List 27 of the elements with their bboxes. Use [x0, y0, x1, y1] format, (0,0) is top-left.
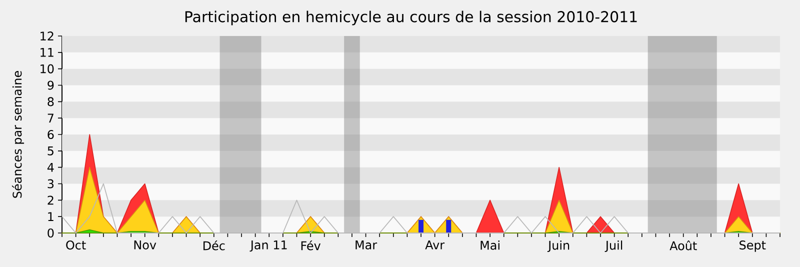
- x-tick-label: Juil: [604, 240, 622, 252]
- y-tick-label: 12: [40, 32, 54, 40]
- y-axis-title: Séances par semaine: [12, 71, 24, 198]
- x-tick-label: Nov: [134, 240, 156, 250]
- x-tick-label: Sept: [740, 240, 766, 252]
- chart-title: Participation en hemicycle au cours de la session 2010-2011: [185, 10, 637, 26]
- x-tick-label: Jan 11: [250, 240, 287, 252]
- y-tick-label: 11: [40, 48, 54, 57]
- y-tick-label: 3: [48, 179, 54, 188]
- y-tick-label: 10: [40, 64, 54, 74]
- x-tick-label: Déc: [203, 240, 225, 250]
- y-tick-label: 4: [47, 162, 54, 172]
- y-tick-label: 8: [48, 97, 54, 106]
- x-tick-label: Mai: [480, 240, 500, 250]
- x-tick-label: Juin: [547, 240, 570, 252]
- y-tick-label: 0: [48, 228, 54, 238]
- y-tick-label: 9: [48, 80, 54, 90]
- x-tick-label: Oct: [66, 240, 86, 250]
- y-tick-label: 5: [48, 146, 54, 156]
- y-tick-label: 2: [48, 196, 54, 205]
- x-tick-label: Avr: [425, 240, 445, 250]
- y-tick-label: 1: [48, 212, 54, 221]
- y-tick-label: 7: [48, 114, 54, 122]
- x-tick-label: Fév: [301, 240, 321, 250]
- y-tick-label: 6: [48, 130, 54, 140]
- x-tick-label: Août: [670, 240, 697, 250]
- x-tick-label: Mar: [356, 240, 378, 250]
